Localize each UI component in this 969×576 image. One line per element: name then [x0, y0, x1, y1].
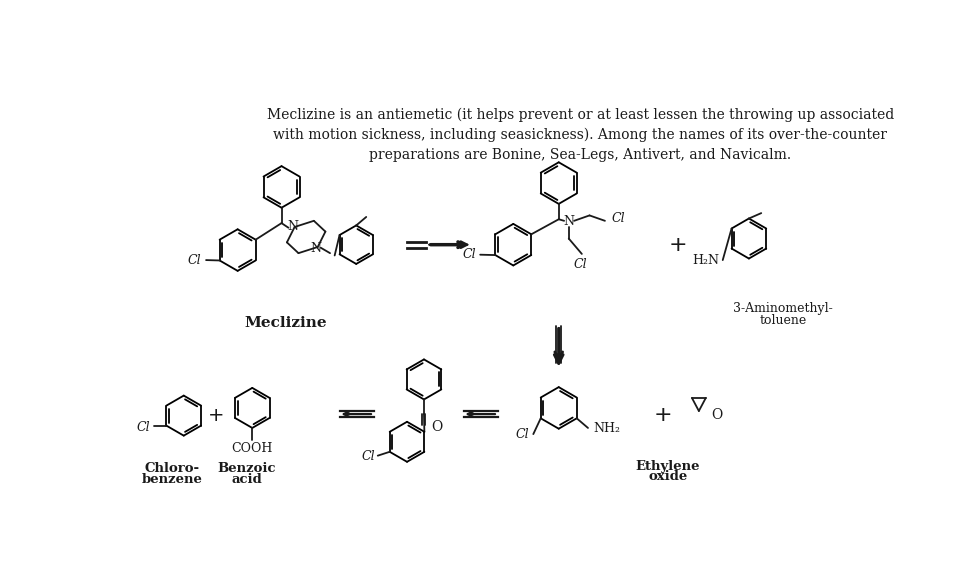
Text: COOH: COOH	[232, 442, 272, 455]
Text: benzene: benzene	[141, 472, 203, 486]
Text: O: O	[710, 408, 722, 422]
Text: Cl: Cl	[573, 258, 586, 271]
Text: N: N	[563, 215, 574, 228]
Text: N: N	[287, 219, 298, 233]
Text: Cl: Cl	[610, 212, 624, 225]
Text: Chloro-: Chloro-	[144, 462, 200, 475]
Text: Meclizine is an antiemetic (it helps prevent or at least lessen the throwing up : Meclizine is an antiemetic (it helps pre…	[266, 108, 893, 162]
Text: NH₂: NH₂	[593, 422, 620, 435]
Text: oxide: oxide	[647, 470, 687, 483]
Text: H₂N: H₂N	[691, 253, 718, 267]
Text: Cl: Cl	[137, 420, 150, 434]
Text: Cl: Cl	[361, 450, 375, 463]
Text: +: +	[207, 406, 224, 425]
Text: +: +	[653, 405, 672, 425]
Text: Cl: Cl	[462, 248, 476, 261]
Text: Ethylene: Ethylene	[635, 460, 700, 472]
Text: acid: acid	[232, 472, 262, 486]
Text: Meclizine: Meclizine	[244, 316, 327, 329]
Text: +: +	[668, 234, 687, 255]
Text: Cl: Cl	[516, 429, 529, 441]
Text: 3-Aminomethyl-: 3-Aminomethyl-	[733, 302, 831, 314]
Text: N: N	[309, 242, 321, 255]
Text: Benzoic: Benzoic	[217, 462, 276, 475]
Text: O: O	[431, 420, 443, 434]
Text: Cl: Cl	[188, 253, 202, 267]
Text: toluene: toluene	[759, 314, 805, 327]
